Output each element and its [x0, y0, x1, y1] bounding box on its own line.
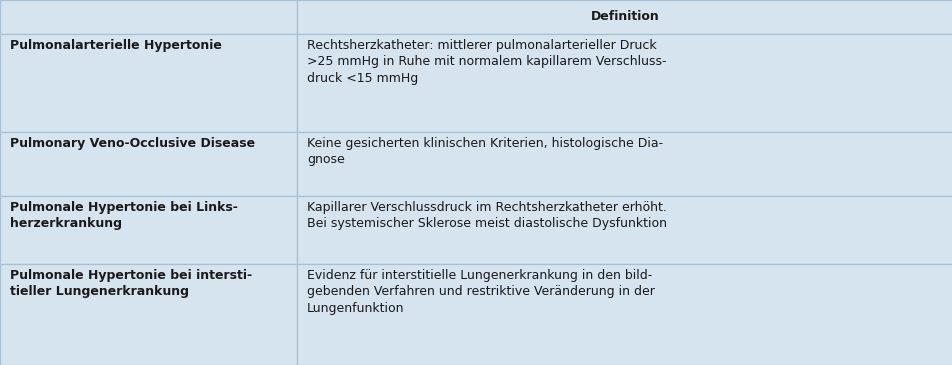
Bar	[0, 0, 297, 34]
Bar	[297, 34, 952, 132]
Text: Evidenz für interstitielle Lungenerkrankung in den bild-
gebenden Verfahren und : Evidenz für interstitielle Lungenerkrank…	[307, 269, 654, 315]
Bar	[0, 196, 297, 264]
Text: Keine gesicherten klinischen Kriterien, histologische Dia-
gnose: Keine gesicherten klinischen Kriterien, …	[307, 137, 663, 166]
Bar	[297, 132, 952, 196]
Text: Definition: Definition	[590, 11, 659, 23]
Text: Pulmonale Hypertonie bei Links-
herzerkrankung: Pulmonale Hypertonie bei Links- herzerkr…	[10, 201, 237, 230]
Text: Pulmonale Hypertonie bei intersti-
tieller Lungenerkrankung: Pulmonale Hypertonie bei intersti- tiell…	[10, 269, 251, 298]
Text: Pulmonary Veno-Occlusive Disease: Pulmonary Veno-Occlusive Disease	[10, 137, 254, 150]
Text: Kapillarer Verschlussdruck im Rechtsherzkatheter erhöht.
Bei systemischer Sklero: Kapillarer Verschlussdruck im Rechtsherz…	[307, 201, 666, 230]
Bar	[297, 0, 952, 34]
Bar	[297, 196, 952, 264]
Bar	[297, 264, 952, 365]
Bar	[0, 34, 297, 132]
Text: Pulmonalarterielle Hypertonie: Pulmonalarterielle Hypertonie	[10, 39, 221, 51]
Bar	[0, 264, 297, 365]
Text: Rechtsherzkatheter: mittlerer pulmonalarterieller Druck
>25 mmHg in Ruhe mit nor: Rechtsherzkatheter: mittlerer pulmonalar…	[307, 39, 665, 85]
Bar	[0, 132, 297, 196]
